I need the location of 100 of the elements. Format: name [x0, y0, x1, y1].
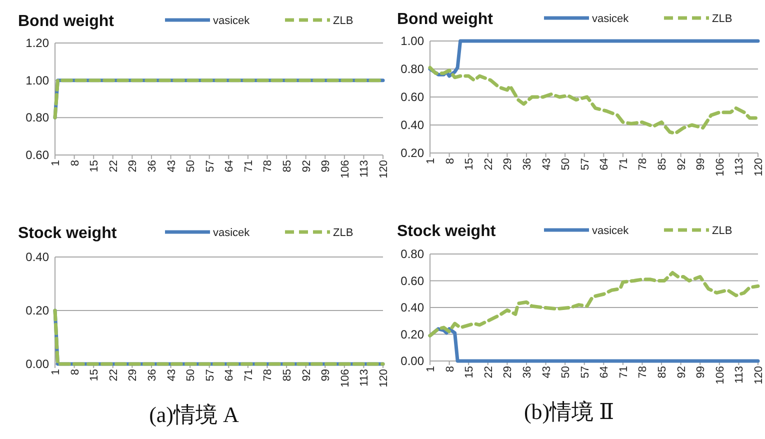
x-tick-label: 85: [282, 369, 294, 382]
x-tick-label: 1: [50, 369, 62, 376]
x-tick-label: 99: [695, 158, 708, 170]
x-tick-label: 22: [108, 369, 120, 382]
y-tick-label: 1.00: [26, 73, 50, 88]
legend-label: ZLB: [333, 227, 354, 239]
x-tick-label: 57: [579, 158, 592, 170]
x-tick-label: 99: [320, 369, 332, 382]
x-tick-label: 8: [69, 369, 82, 376]
x-tick-label: 50: [560, 158, 572, 170]
y-tick-label: 0.40: [400, 300, 424, 314]
x-tick-label: 106: [714, 366, 726, 384]
y-tick-label: 0.80: [400, 62, 424, 76]
x-tick-label: 43: [166, 160, 178, 172]
x-tick-label: 71: [242, 369, 255, 382]
legend-label: vasicek: [592, 225, 630, 237]
x-tick-label: 29: [502, 366, 514, 378]
text: (a)情境 A: [149, 402, 240, 427]
x-tick-label: 120: [378, 369, 390, 388]
x-tick-label: 113: [734, 158, 746, 176]
x-tick-label: 1: [425, 366, 437, 372]
x-tick-label: 15: [88, 160, 101, 172]
y-tick-label: 0.80: [400, 247, 424, 261]
y-tick-label: 0.40: [400, 118, 424, 132]
x-tick-label: 43: [540, 366, 553, 378]
x-tick-label: 64: [598, 366, 611, 378]
x-tick-label: 99: [320, 160, 332, 172]
y-tick-label: 0.00: [400, 354, 424, 368]
x-tick-label: 8: [444, 158, 456, 164]
x-tick-label: 120: [753, 366, 765, 384]
x-tick-label: 71: [618, 366, 630, 378]
x-tick-label: 78: [637, 366, 650, 378]
x-tick-label: 22: [482, 158, 495, 170]
x-tick-label: 106: [714, 158, 726, 176]
x-tick-label: 43: [540, 158, 553, 170]
x-tick-label: 36: [146, 160, 158, 172]
x-tick-label: 15: [88, 369, 101, 382]
y-tick-label: 0.20: [400, 146, 424, 160]
x-tick-label: 57: [204, 160, 216, 172]
x-tick-label: 113: [358, 369, 371, 387]
x-tick-label: 57: [579, 366, 592, 378]
y-tick-label: 0.20: [400, 327, 424, 342]
x-tick-label: 1: [50, 160, 62, 166]
x-tick-label: 8: [444, 366, 456, 372]
x-tick-label: 36: [521, 158, 534, 170]
x-tick-label: 1: [425, 158, 437, 164]
y-tick-label: 0.60: [26, 148, 50, 162]
x-tick-label: 99: [695, 366, 708, 378]
x-tick-label: 22: [482, 366, 495, 378]
legend-label: ZLB: [712, 13, 732, 25]
y-tick-label: 0.40: [26, 250, 50, 264]
y-tick-label: 0.20: [26, 304, 50, 318]
y-tick-label: 0.80: [26, 110, 50, 125]
x-tick-label: 29: [127, 160, 140, 172]
legend-label: vasicek: [213, 227, 250, 239]
legend-label: vasicek: [213, 15, 250, 27]
x-tick-label: 36: [146, 369, 158, 382]
y-tick-label: 0.00: [26, 357, 50, 371]
line-series: [428, 66, 760, 136]
chart-title: Bond weight: [397, 11, 494, 28]
x-tick-label: 71: [242, 160, 255, 172]
x-tick-label: 29: [127, 369, 140, 382]
x-tick-label: 29: [502, 158, 514, 170]
x-tick-label: 15: [464, 158, 476, 170]
y-tick-label: 0.60: [400, 274, 424, 288]
x-tick-label: 85: [656, 158, 669, 170]
x-tick-label: 106: [339, 160, 352, 178]
text: (b)情境 Ⅱ: [524, 399, 614, 424]
chart-title: Bond weight: [18, 13, 115, 30]
x-tick-label: 92: [676, 366, 688, 378]
x-tick-label: 71: [618, 158, 630, 170]
legend-label: vasicek: [592, 13, 630, 25]
x-tick-label: 78: [262, 160, 274, 172]
x-tick-label: 85: [656, 366, 669, 378]
x-tick-label: 50: [185, 160, 198, 172]
y-tick-label: 1.20: [26, 36, 50, 50]
x-tick-label: 92: [676, 158, 688, 170]
legend-label: ZLB: [712, 225, 732, 237]
x-tick-label: 36: [521, 366, 534, 378]
x-tick-label: 43: [166, 369, 178, 382]
x-tick-label: 92: [300, 369, 313, 382]
x-tick-label: 120: [753, 158, 765, 176]
x-tick-label: 22: [108, 160, 120, 172]
y-tick-label: 0.60: [400, 90, 424, 104]
x-tick-label: 113: [358, 160, 371, 178]
x-tick-label: 78: [262, 369, 274, 382]
x-tick-label: 85: [282, 160, 294, 172]
x-tick-label: 106: [339, 369, 352, 388]
x-tick-label: 57: [204, 369, 216, 382]
legend-label: ZLB: [333, 15, 354, 27]
y-tick-label: 1.00: [400, 34, 424, 48]
x-tick-label: 15: [464, 366, 476, 378]
x-tick-label: 50: [560, 366, 572, 378]
chart-title: Stock weight: [18, 225, 118, 242]
x-tick-label: 64: [224, 369, 236, 382]
x-tick-label: 78: [637, 158, 650, 170]
x-tick-label: 50: [185, 369, 198, 382]
x-tick-label: 64: [598, 158, 611, 170]
x-tick-label: 64: [224, 160, 236, 172]
x-tick-label: 113: [734, 366, 746, 384]
